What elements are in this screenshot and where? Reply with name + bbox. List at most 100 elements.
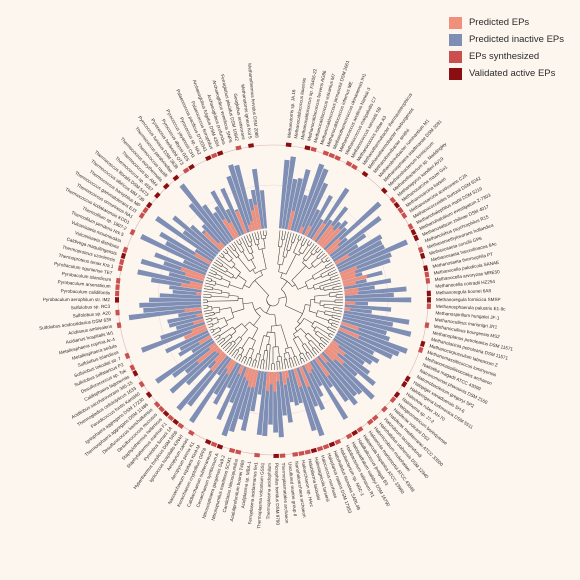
predicted-ep-bar — [180, 267, 206, 279]
tree-branch — [329, 291, 343, 294]
tree-branch — [233, 241, 242, 253]
synthesis-marker — [292, 452, 299, 457]
predicted-ep-bar — [273, 371, 277, 392]
tree-branch — [278, 361, 281, 370]
tree-branch — [320, 274, 323, 278]
predicted-inactive-bar — [234, 164, 256, 231]
tree-branch — [306, 240, 310, 245]
tree-branch — [238, 238, 242, 244]
predicted-ep-bar — [281, 371, 287, 386]
synthesis-marker — [345, 433, 353, 440]
predicted-inactive-bar — [179, 183, 230, 245]
tree-branch — [258, 247, 266, 250]
tree-branch — [217, 317, 225, 321]
synthesis-marker — [162, 410, 170, 417]
tree-branch — [239, 346, 244, 350]
tree-branch — [226, 270, 234, 276]
tree-branch — [276, 361, 278, 370]
leaf-label: Methanotorris sp. JA.16 — [287, 89, 297, 138]
synthesis-marker — [138, 380, 145, 388]
tree-branch — [255, 307, 261, 311]
predicted-ep-bar — [298, 366, 311, 388]
predicted-inactive-bar — [296, 163, 325, 233]
synthesis-marker — [371, 414, 379, 422]
synthesis-marker — [381, 405, 388, 413]
tree-branch — [254, 360, 257, 368]
tree-branch — [301, 345, 308, 353]
predicted-inactive-bar — [332, 244, 359, 263]
tree-branch — [288, 358, 292, 368]
tree-branch — [246, 357, 250, 365]
synthesis-marker — [334, 155, 341, 161]
tree-branch — [314, 261, 323, 268]
tree-branch — [328, 322, 332, 325]
tree-branch — [312, 275, 315, 280]
predicted-inactive-bar — [344, 297, 412, 303]
predicted-inactive-bar — [190, 224, 221, 253]
tree-branch — [302, 352, 308, 362]
predicted-inactive-bar — [194, 248, 214, 263]
tree-branch — [312, 349, 317, 355]
tree-branch — [294, 328, 298, 332]
predicted-inactive-bar — [165, 240, 211, 268]
tree-branch — [228, 294, 239, 297]
tree-branch — [266, 305, 271, 314]
predicted-inactive-bar — [339, 324, 408, 354]
tree-branch — [320, 288, 324, 290]
tree-branch — [314, 320, 329, 329]
synthesis-marker — [273, 453, 279, 458]
predicted-inactive-bar — [159, 293, 202, 299]
synthesis-marker — [397, 206, 404, 214]
synthesis-marker — [351, 163, 358, 171]
predicted-ep-bar — [218, 241, 225, 249]
tree-branch — [302, 238, 308, 246]
predicted-inactive-bar — [290, 169, 311, 231]
tree-branch — [259, 359, 263, 369]
synthesis-marker — [204, 438, 212, 445]
predicted-inactive-bar — [168, 272, 204, 284]
predicted-ep-bar — [293, 368, 303, 388]
tree-branch — [327, 269, 337, 274]
tree-branch — [233, 350, 240, 359]
predicted-ep-bar — [217, 349, 223, 355]
tree-branch — [278, 271, 287, 275]
synthesis-marker — [426, 297, 431, 303]
tree-branch — [221, 264, 224, 267]
tree-branch — [209, 269, 217, 274]
tree-branch — [290, 233, 295, 243]
tree-branch — [222, 255, 225, 259]
predicted-ep-bar — [194, 252, 212, 265]
predicted-ep-bar — [316, 224, 334, 245]
legend-swatch — [448, 16, 462, 29]
tree-branch — [210, 279, 213, 282]
synthesis-marker — [115, 309, 120, 316]
tree-branch — [293, 328, 301, 335]
predicted-ep-bar — [184, 307, 202, 313]
predicted-ep-bar — [321, 227, 342, 249]
tree-branch — [327, 259, 331, 262]
tree-branch — [211, 317, 217, 320]
tree-branch — [323, 282, 341, 288]
predicted-inactive-bar — [187, 355, 230, 407]
leaf-label: Thermoplasmatales archaeon — [281, 463, 290, 524]
tree-branch — [282, 231, 289, 257]
predicted-inactive-bar — [188, 202, 227, 247]
synthesis-marker — [254, 452, 260, 458]
synthesis-marker — [142, 206, 149, 214]
tree-branch — [250, 246, 254, 253]
legend-label: Predicted EPs — [468, 17, 530, 28]
predicted-ep-bar — [214, 347, 221, 353]
tree-branch — [224, 317, 228, 325]
tree-branch — [226, 252, 233, 259]
predicted-ep-bar — [265, 371, 270, 392]
tree-branch — [236, 240, 240, 246]
tree-branch — [304, 335, 310, 342]
predicted-ep-bar — [340, 321, 360, 331]
tree-branch — [309, 241, 313, 246]
tree-branch — [205, 282, 215, 286]
tree-branch — [317, 330, 331, 341]
synthesis-marker — [122, 246, 129, 254]
predicted-inactive-bar — [256, 371, 267, 436]
synthesis-marker — [380, 187, 388, 195]
predicted-inactive-bar — [331, 340, 365, 366]
